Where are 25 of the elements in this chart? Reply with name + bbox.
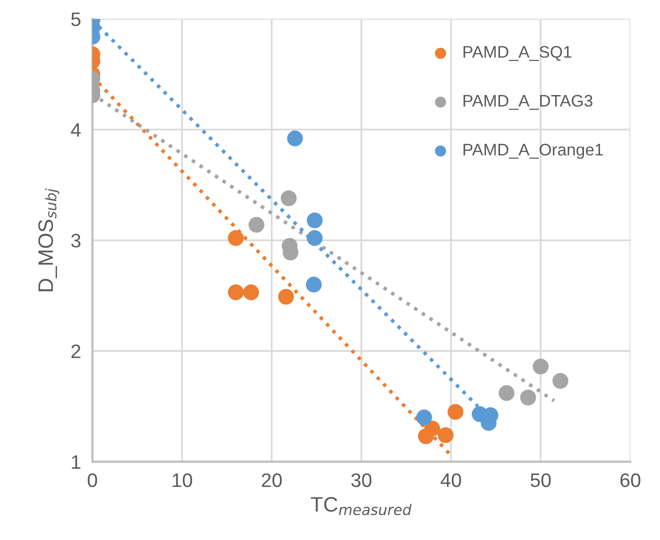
point: [552, 372, 568, 389]
x-tick-label: 20: [262, 473, 282, 488]
point: [498, 385, 514, 401]
point: [448, 404, 464, 420]
x-tick-label: 50: [530, 473, 551, 488]
y-tick-label: 3: [71, 234, 80, 248]
x-tick-label: 60: [620, 473, 640, 488]
point: [532, 358, 549, 374]
point: [424, 420, 440, 436]
x-tick-label: 30: [351, 473, 372, 488]
point: [416, 410, 432, 426]
y-tick-label: 1: [72, 455, 80, 469]
legend-label: PAMD_A_SQ1: [464, 46, 572, 61]
x-tick-label: 0: [88, 473, 98, 488]
legend-label: PAMD_A_Orange1: [464, 144, 603, 159]
x-axis-title: TC$_{measured}$: [310, 497, 412, 516]
y-tick-label: 2: [71, 344, 80, 358]
y-tick-label: 5: [71, 12, 80, 26]
x-tick-label: 40: [440, 473, 462, 488]
point: [520, 390, 536, 406]
y-axis-title: D_MOS$_{subj}$: [38, 188, 60, 292]
x-tick-label: 10: [172, 473, 192, 488]
y-tick-label: 4: [70, 123, 81, 137]
legend-label: PAMD_A_DTAG3: [464, 94, 592, 110]
point: [438, 427, 454, 444]
